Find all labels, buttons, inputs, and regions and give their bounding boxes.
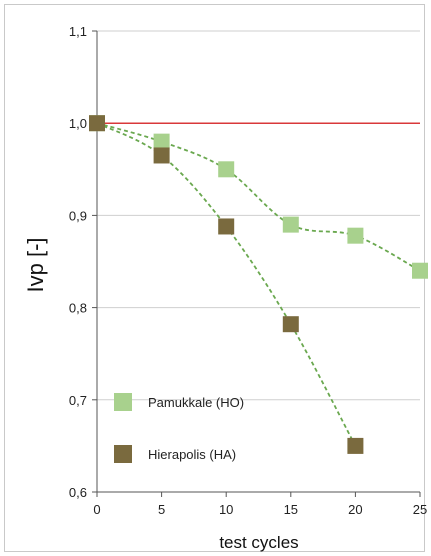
axes	[92, 30, 421, 497]
legend-label-pamukkale: Pamukkale (HO)	[148, 395, 244, 410]
data-point-hierapolis-ha	[218, 218, 235, 235]
y-tick-label: 1,1	[69, 24, 87, 39]
data-point-pamukkale-ho	[412, 262, 428, 279]
legend: Pamukkale (HO) Hierapolis (HA)	[114, 393, 244, 463]
data-point-pamukkale-ho	[153, 133, 170, 150]
y-tick-label: 0,7	[69, 393, 87, 408]
y-tick-label: 1,0	[69, 116, 87, 131]
data-point-hierapolis-ha	[282, 316, 299, 333]
data-point-hierapolis-ha	[153, 147, 170, 164]
data-point-hierapolis-ha	[89, 115, 105, 132]
y-tick-label: 0,6	[69, 485, 87, 500]
x-tick-label: 15	[284, 502, 298, 517]
legend-marker-pamukkale	[114, 393, 132, 411]
grid-lines	[97, 30, 420, 401]
legend-label-hierapolis: Hierapolis (HA)	[148, 447, 236, 462]
data-point-pamukkale-ho	[347, 227, 364, 244]
x-tick-label: 0	[93, 502, 100, 517]
chart-frame	[4, 4, 425, 552]
x-tick-label: 25	[413, 502, 427, 517]
series-markers	[89, 115, 428, 454]
tick-labels: 0,6 0,7 0,8 0,9 1,0 1,1 0 5 10 15 20 25	[69, 24, 427, 517]
data-point-hierapolis-ha	[347, 437, 364, 454]
legend-marker-hierapolis	[114, 445, 132, 463]
y-axis-title: Ivp [-]	[23, 237, 48, 292]
y-tick-label: 0,8	[69, 301, 87, 316]
x-tick-label: 10	[219, 502, 233, 517]
series-line-pamukkale-ho	[96, 122, 421, 272]
y-tick-label: 0,9	[69, 208, 87, 223]
x-axis-title: test cycles	[219, 533, 298, 552]
data-point-pamukkale-ho	[282, 216, 299, 233]
x-tick-label: 5	[158, 502, 165, 517]
series-lines	[96, 122, 421, 447]
x-tick-label: 20	[348, 502, 362, 517]
data-point-pamukkale-ho	[218, 161, 235, 178]
